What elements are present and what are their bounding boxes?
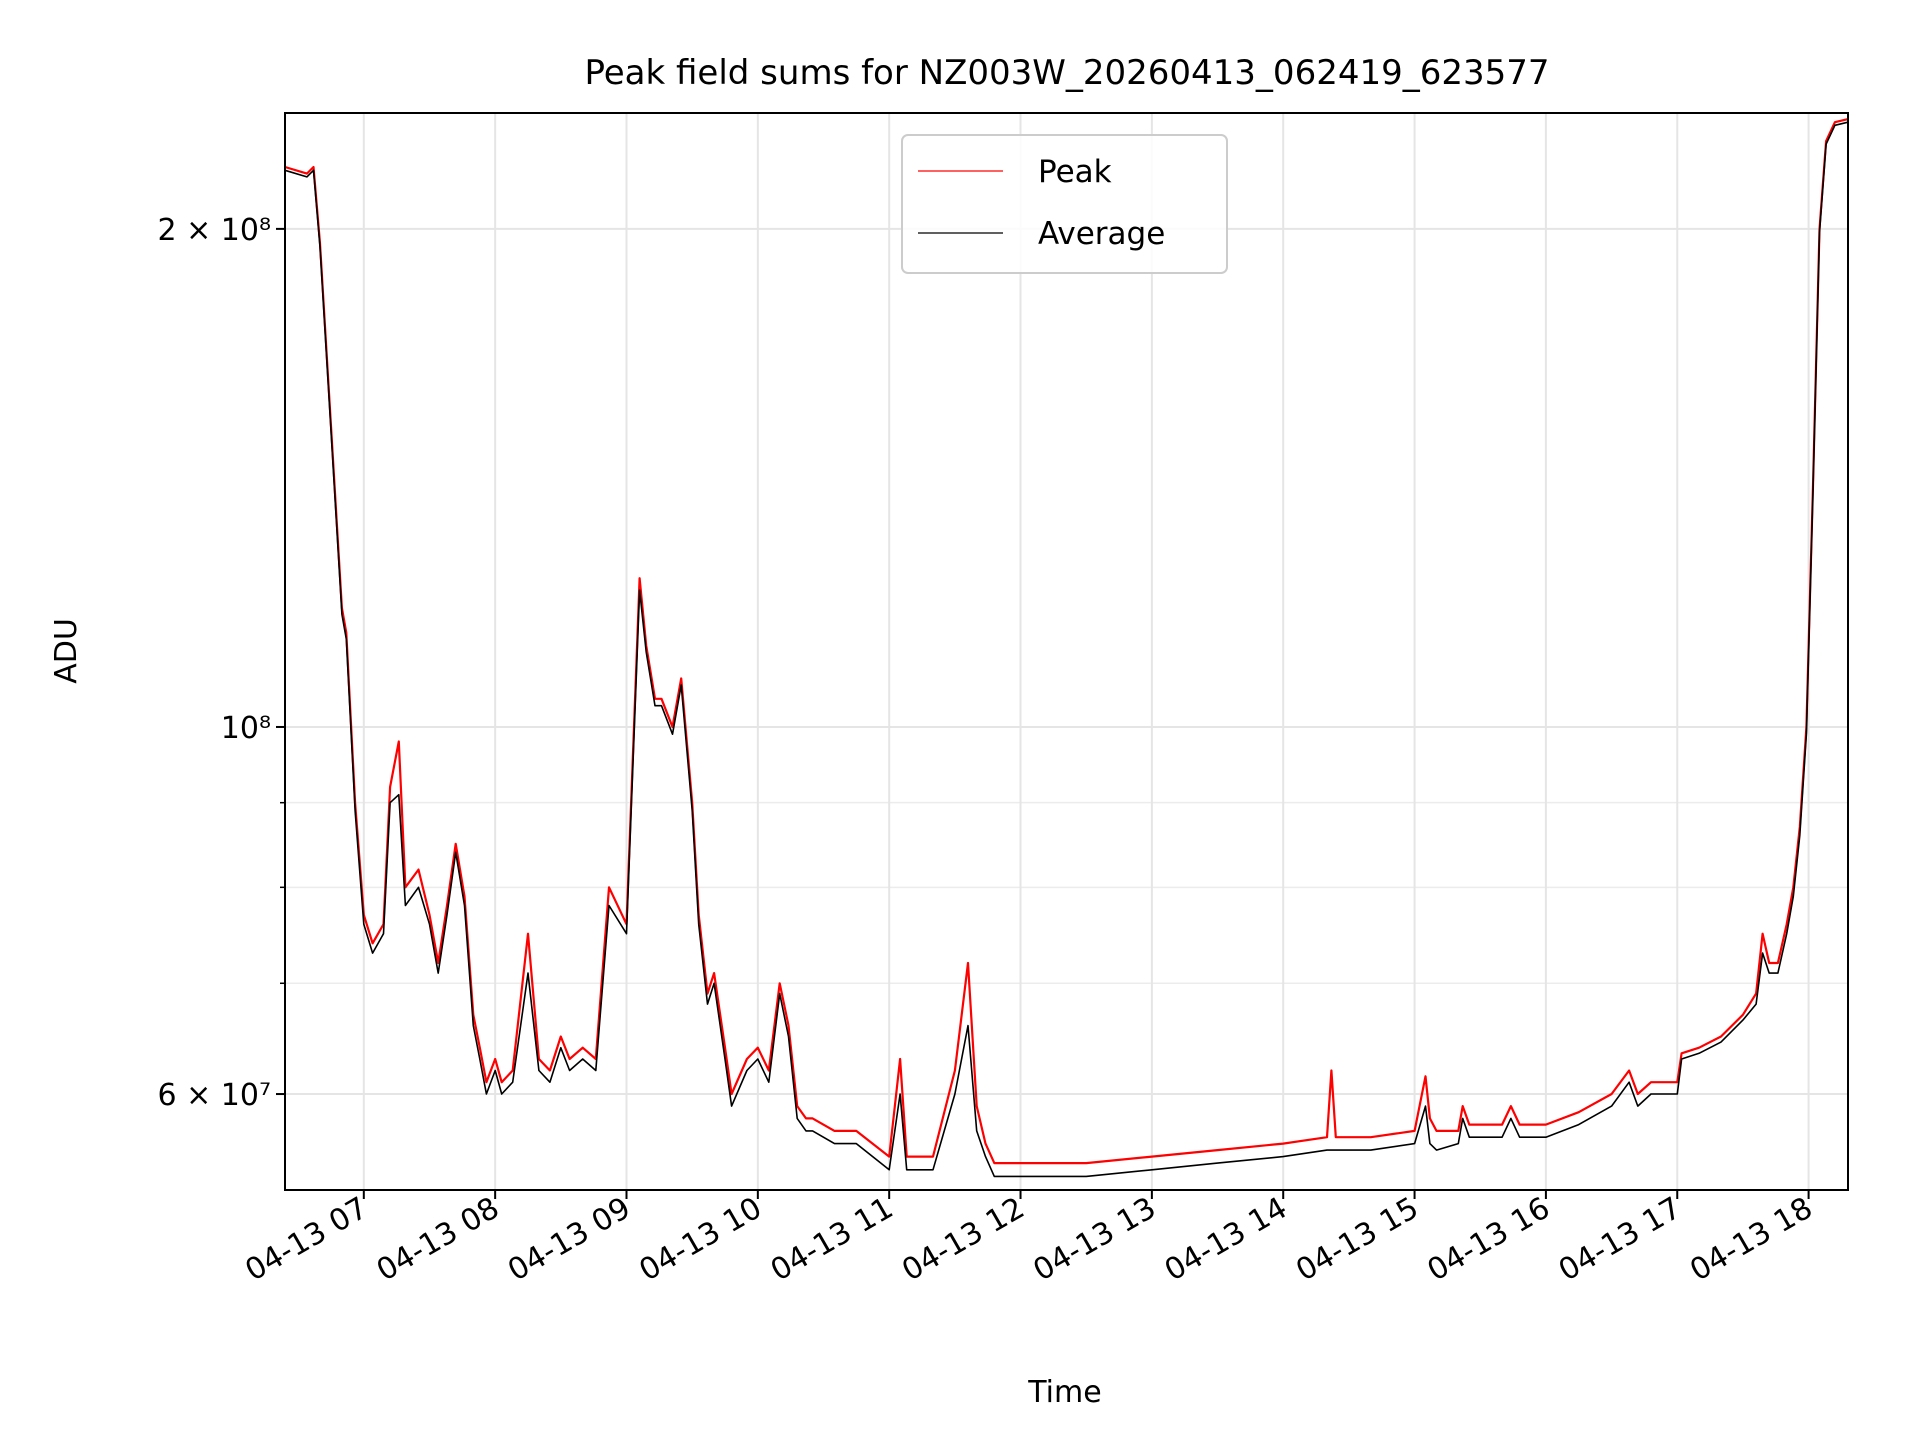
legend-box [901,134,1228,274]
y-tick-label: 10⁸ [221,711,271,746]
x-axis-label: Time [1027,1375,1101,1410]
chart-title: Peak field sums for NZ003W_20260413_0624… [584,53,1549,93]
series-lines [284,118,1849,1178]
y-axis-label: ADU [49,618,84,684]
legend-label-average: Average [1038,216,1165,252]
series-line-average [284,121,1849,1178]
plot-frame [284,112,1849,1191]
series-line-peak [284,118,1849,1165]
y-tick-label: 2 × 10⁸ [158,213,272,248]
legend-label-peak: Peak [1038,154,1112,190]
y-tick-label: 6 × 10⁷ [158,1078,272,1113]
legend: Peak Average [901,134,1228,274]
y-axis: 6 × 10⁷ 10⁸ 2 × 10⁸ [158,213,285,1113]
